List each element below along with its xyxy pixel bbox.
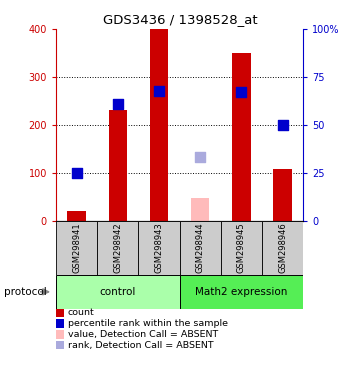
Text: GSM298942: GSM298942: [113, 222, 122, 273]
Text: value, Detection Call = ABSENT: value, Detection Call = ABSENT: [68, 330, 218, 339]
Point: [115, 101, 121, 107]
Text: GSM298941: GSM298941: [72, 222, 81, 273]
Bar: [67, 211, 86, 221]
Point: [239, 89, 244, 95]
Point: [280, 122, 286, 128]
Bar: [138, 221, 180, 275]
Bar: [180, 221, 221, 275]
Text: Math2 expression: Math2 expression: [195, 287, 288, 297]
Point: [156, 88, 162, 94]
Bar: [150, 29, 168, 221]
Text: percentile rank within the sample: percentile rank within the sample: [68, 319, 227, 328]
Bar: [191, 198, 209, 221]
Bar: [232, 53, 251, 221]
Text: control: control: [100, 287, 136, 297]
Point: [197, 154, 203, 160]
Bar: [56, 221, 97, 275]
Bar: [109, 111, 127, 221]
Bar: [273, 169, 292, 221]
Text: protocol: protocol: [4, 287, 46, 297]
Bar: [97, 221, 138, 275]
Text: GSM298945: GSM298945: [237, 222, 246, 273]
Bar: [262, 221, 303, 275]
Point: [74, 170, 79, 176]
Text: GSM298944: GSM298944: [196, 222, 205, 273]
Bar: [221, 221, 262, 275]
Bar: [56, 275, 180, 309]
Bar: [180, 275, 303, 309]
Text: GSM298943: GSM298943: [155, 222, 164, 273]
Text: count: count: [68, 308, 94, 318]
Text: GDS3436 / 1398528_at: GDS3436 / 1398528_at: [103, 13, 258, 26]
Text: GSM298946: GSM298946: [278, 222, 287, 273]
Text: rank, Detection Call = ABSENT: rank, Detection Call = ABSENT: [68, 341, 213, 350]
